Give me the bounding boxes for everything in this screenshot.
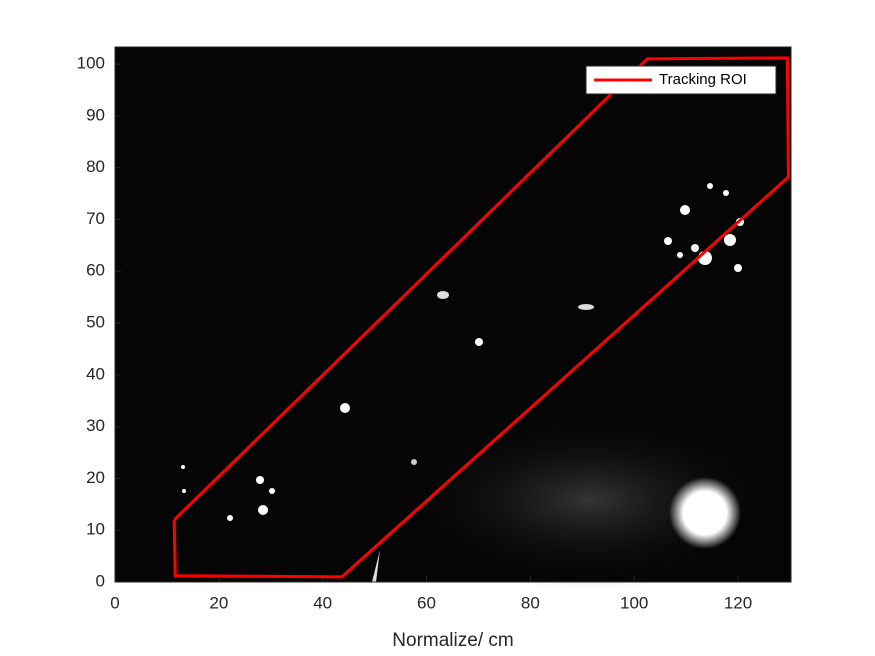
y-tick-label: 0 (96, 571, 105, 590)
x-axis-label: Normalize/ cm (392, 630, 513, 651)
x-tick-label: 120 (724, 593, 752, 612)
x-tick-label: 80 (521, 593, 540, 612)
y-tick-label: 90 (86, 105, 105, 124)
y-tick-label: 100 (77, 54, 105, 73)
y-tick-label: 20 (86, 468, 105, 487)
x-tick-label: 0 (110, 593, 119, 612)
y-tick-label: 60 (86, 261, 105, 280)
y-tick-label: 50 (86, 313, 105, 332)
legend-label: Tracking ROI (659, 71, 747, 88)
x-tick-label: 100 (620, 593, 648, 612)
x-tick-label: 60 (417, 593, 436, 612)
x-tick-label: 40 (313, 593, 332, 612)
y-tick-label: 70 (86, 209, 105, 228)
y-tick-label: 80 (86, 157, 105, 176)
y-tick-label: 40 (86, 364, 105, 383)
legend: Tracking ROI (585, 65, 777, 95)
y-tick-label: 30 (86, 416, 105, 435)
axes-box (114, 46, 792, 583)
y-tick-label: 10 (86, 520, 105, 539)
roi-line (172, 56, 790, 579)
x-tick-label: 20 (209, 593, 228, 612)
image-features (181, 183, 790, 590)
